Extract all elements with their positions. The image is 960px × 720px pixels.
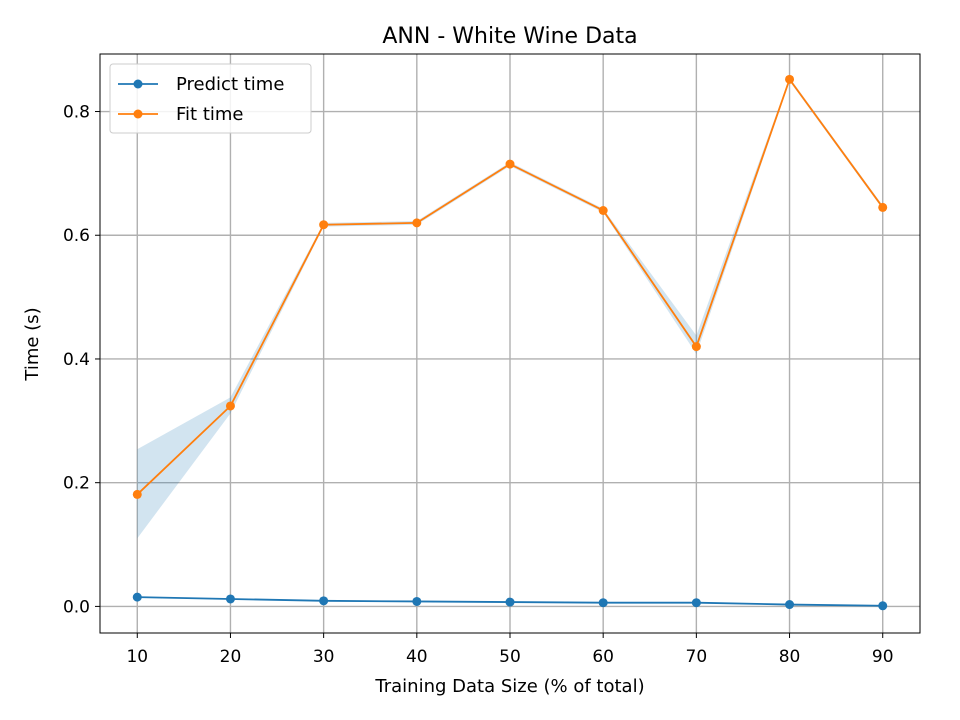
x-tick-label: 10 (126, 647, 148, 667)
fit-time-point (505, 159, 515, 169)
predict-time-point (225, 594, 235, 604)
chart-title: ANN - White Wine Data (382, 24, 637, 49)
predict-time-point (132, 592, 142, 602)
y-tick-label: 0.4 (63, 350, 90, 370)
x-tick-label: 50 (499, 647, 521, 667)
y-tick-label: 0.2 (63, 474, 90, 494)
legend-fit-time-marker (133, 109, 143, 119)
predict-time-point (691, 598, 701, 608)
y-tick-label: 0.8 (63, 103, 90, 123)
axis-ticks: 10 20 30 40 50 60 70 80 90 0.0 0.2 0.4 0.6 0.8 (63, 103, 894, 667)
legend-fit-time-label: Fit time (176, 104, 244, 125)
fit-time-point (319, 220, 329, 230)
predict-time-point (598, 598, 608, 608)
fit-time-point (225, 401, 235, 411)
legend-predict-time-label: Predict time (176, 74, 284, 95)
predict-time-point (412, 596, 422, 606)
y-tick-label: 0.0 (63, 597, 90, 617)
x-tick-label: 80 (779, 647, 801, 667)
predict-time-point (319, 596, 329, 606)
x-axis-label: Training Data Size (% of total) (374, 676, 644, 697)
fit-time-point (412, 218, 422, 228)
x-tick-label: 20 (220, 647, 242, 667)
x-tick-label: 70 (686, 647, 708, 667)
legend-box (109, 63, 312, 134)
predict-time-point (505, 597, 515, 607)
series-layer (132, 74, 888, 611)
fit-time-point (691, 342, 701, 352)
x-tick-label: 40 (406, 647, 428, 667)
legend: Predict time Fit time (109, 63, 312, 134)
x-tick-label: 60 (592, 647, 614, 667)
predict-time-point (785, 600, 795, 610)
predict-time-point (878, 601, 888, 611)
fit-time-point (598, 206, 608, 216)
y-axis-label: Time (s) (22, 307, 43, 381)
fit-time-point (878, 202, 888, 212)
x-tick-label: 90 (872, 647, 894, 667)
legend-predict-time-marker (133, 79, 143, 89)
fit-time-point (132, 489, 142, 499)
fit-time-point (785, 74, 795, 84)
x-tick-label: 30 (313, 647, 335, 667)
y-tick-label: 0.6 (63, 226, 90, 246)
